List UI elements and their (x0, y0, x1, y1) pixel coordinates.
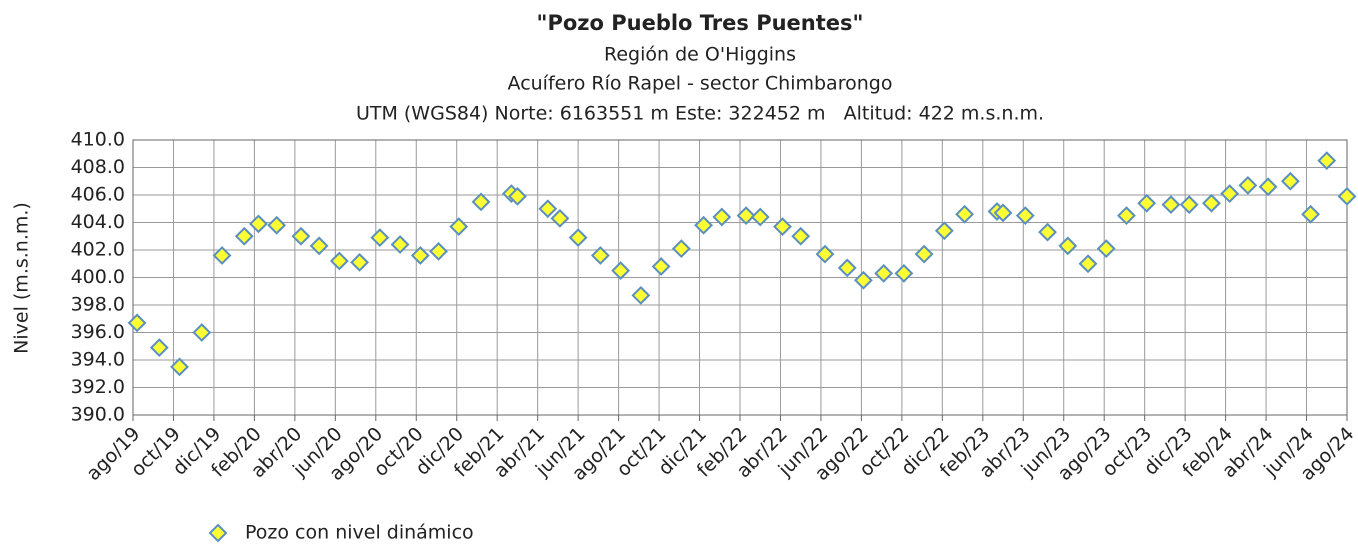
data-point (149, 338, 169, 358)
data-point (309, 236, 329, 256)
subtitle: Acuífero Río Rapel - sector Chimbarongo (508, 73, 893, 95)
data-point (874, 263, 894, 283)
data-point (291, 226, 311, 246)
data-point (651, 257, 671, 276)
y-tick-label: 390.0 (71, 404, 125, 426)
data-point (1179, 195, 1199, 215)
y-tick-label: 398.0 (71, 294, 125, 316)
y-axis-label: Nivel (m.s.n.m.) (11, 202, 33, 354)
data-point (1058, 236, 1078, 256)
data-point (429, 241, 448, 261)
data-point (192, 323, 212, 342)
data-point (350, 252, 370, 272)
data-point (750, 207, 770, 227)
data-point (590, 246, 610, 265)
y-tick-label: 410.0 (71, 129, 125, 151)
data-point (1096, 239, 1116, 259)
data-point (694, 215, 713, 235)
data-point (1238, 175, 1258, 195)
data-point (993, 203, 1013, 223)
data-point (471, 192, 491, 212)
data-point (934, 221, 954, 241)
data-point (1078, 254, 1098, 274)
data-point (854, 270, 873, 290)
chart-title: "Pozo Pueblo Tres Puentes" (537, 11, 864, 35)
data-point (568, 228, 588, 248)
data-point (1137, 193, 1157, 213)
data-point (1161, 195, 1181, 215)
y-tick-label: 400.0 (71, 266, 125, 288)
y-tick-label: 402.0 (71, 239, 125, 261)
data-point (712, 207, 732, 227)
data-point (791, 226, 811, 246)
y-tick-label: 394.0 (71, 349, 125, 371)
data-point (538, 199, 558, 219)
data-point (370, 228, 390, 248)
data-point (955, 204, 975, 224)
data-point (837, 258, 857, 278)
data-point (773, 217, 792, 237)
subtitle: Región de O'Higgins (604, 44, 796, 66)
data-point (508, 186, 527, 206)
data-point (631, 285, 651, 305)
data-point (736, 206, 756, 226)
data-point (894, 263, 914, 283)
data-point (1117, 206, 1136, 226)
data-point (410, 246, 430, 265)
data-point (1220, 184, 1240, 204)
data-point (914, 244, 934, 264)
data-point (1280, 171, 1300, 191)
data-point (550, 208, 570, 228)
data-point (1258, 177, 1278, 197)
x-tick-label: ago/19 (82, 423, 144, 485)
data-point (249, 214, 268, 234)
data-point (1317, 151, 1337, 171)
data-point (1202, 193, 1221, 213)
data-point (329, 251, 349, 271)
data-point (1337, 186, 1357, 206)
data-point (234, 226, 254, 246)
data-point (267, 215, 287, 235)
y-tick-label: 406.0 (71, 184, 125, 206)
data-point (212, 246, 232, 265)
legend-marker (208, 523, 228, 543)
y-tick-label: 392.0 (71, 376, 125, 398)
data-point (127, 313, 147, 333)
data-point (671, 239, 691, 259)
legend-label: Pozo con nivel dinámico (245, 522, 474, 544)
data-point (1301, 204, 1320, 224)
subtitle: UTM (WGS84) Norte: 6163551 m Este: 32245… (356, 103, 1044, 125)
y-tick-label: 396.0 (71, 321, 125, 343)
data-point (815, 244, 835, 264)
data-point (390, 235, 410, 254)
data-point (170, 357, 189, 377)
data-point (449, 217, 469, 237)
y-tick-label: 408.0 (71, 156, 125, 178)
data-point (1015, 206, 1035, 226)
data-point (1038, 222, 1057, 242)
data-point (611, 261, 631, 281)
plot-border (132, 139, 1348, 416)
y-tick-label: 404.0 (71, 211, 125, 233)
